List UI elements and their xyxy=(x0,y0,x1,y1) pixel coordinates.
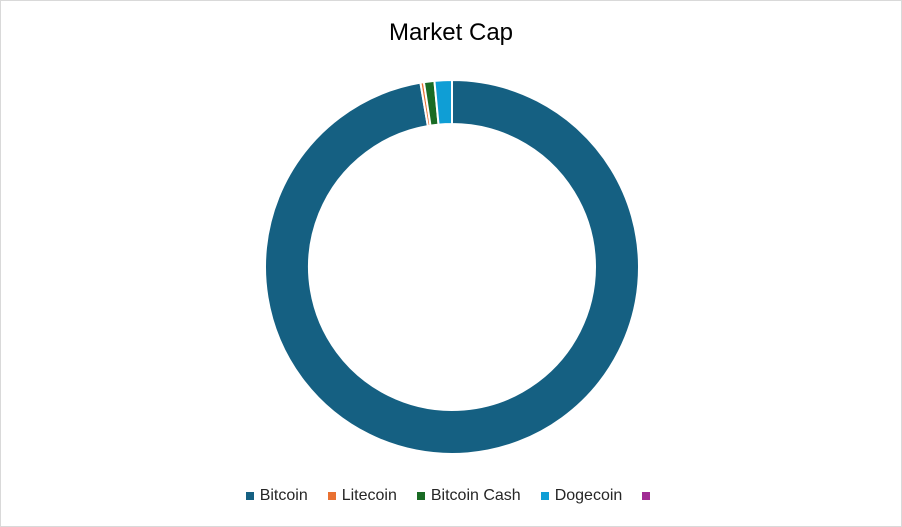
legend-item: Litecoin xyxy=(327,487,397,505)
legend-item xyxy=(642,487,656,505)
legend-item: Dogecoin xyxy=(540,487,623,505)
legend-item: Bitcoin Cash xyxy=(416,487,521,505)
legend-swatch xyxy=(642,492,651,500)
legend-label: Bitcoin Cash xyxy=(430,487,521,504)
legend-label: Litecoin xyxy=(341,487,397,504)
legend-swatch xyxy=(416,492,425,500)
legend-item: Bitcoin xyxy=(245,487,308,505)
legend-label: Bitcoin xyxy=(259,487,308,504)
legend: Bitcoin Litecoin Bitcoin Cash Dogecoin xyxy=(1,487,901,505)
legend-swatch xyxy=(540,492,549,500)
donut-slice-bitcoin xyxy=(264,78,640,455)
donut-slice-dogecoin xyxy=(433,78,453,126)
legend-swatch xyxy=(245,492,254,500)
chart-title: Market Cap xyxy=(388,19,514,46)
legend-swatch xyxy=(327,492,336,500)
legend-label: Dogecoin xyxy=(554,487,623,504)
